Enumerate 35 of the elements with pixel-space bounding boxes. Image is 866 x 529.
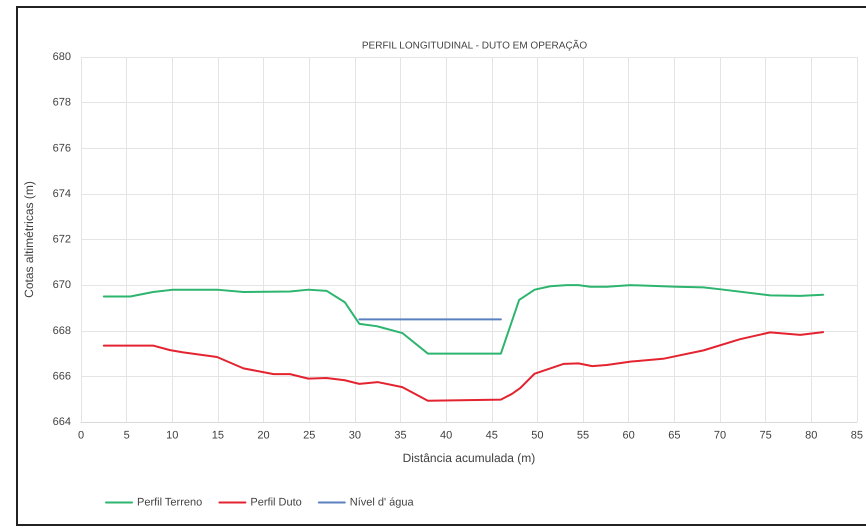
x-tick-label: 75 — [759, 430, 772, 442]
x-axis-title: Distância acumulada (m) — [402, 451, 536, 465]
x-tick-label: 30 — [348, 430, 361, 442]
x-tick-label: 25 — [303, 430, 316, 442]
x-tick-label: 55 — [576, 430, 590, 442]
x-tick-label: 35 — [394, 430, 407, 442]
y-tick-label: 680 — [52, 51, 71, 63]
chart-title: PERFIL LONGITUDINAL - DUTO EM OPERAÇÃO — [362, 40, 588, 52]
y-tick-label: 664 — [52, 416, 71, 428]
x-tick-label: 85 — [850, 430, 864, 442]
x-tick-label: 5 — [124, 430, 130, 442]
line-series — [102, 284, 824, 355]
y-tick-label: 670 — [52, 279, 71, 292]
y-tick-label: 666 — [52, 370, 71, 382]
x-tick-label: 0 — [78, 430, 84, 442]
y-tick-label: 678 — [52, 96, 71, 109]
x-tick-label: 40 — [440, 430, 452, 442]
x-tick-label: 15 — [212, 430, 224, 442]
legend-label: Perfil Terreno — [137, 496, 202, 508]
x-tick-label: 60 — [622, 430, 635, 442]
x-tick-label: 70 — [714, 430, 726, 442]
x-tick-label: 50 — [531, 430, 544, 442]
x-tick-label: 10 — [166, 430, 178, 442]
x-tick-label: 80 — [805, 430, 818, 442]
y-tick-label: 672 — [52, 234, 71, 246]
line-series — [102, 331, 824, 402]
y-axis-title: Cotas altimétricas (m) — [22, 181, 36, 298]
y-tick-label: 674 — [52, 188, 71, 200]
y-tick-label: 676 — [52, 142, 71, 154]
legend-label: Perfil Duto — [250, 496, 302, 508]
x-tick-label: 45 — [486, 430, 498, 442]
x-tick-label: 65 — [668, 430, 680, 442]
x-tick-label: 20 — [257, 430, 270, 442]
legend-label: Nível d' água — [350, 496, 415, 508]
y-tick-label: 668 — [52, 324, 71, 337]
